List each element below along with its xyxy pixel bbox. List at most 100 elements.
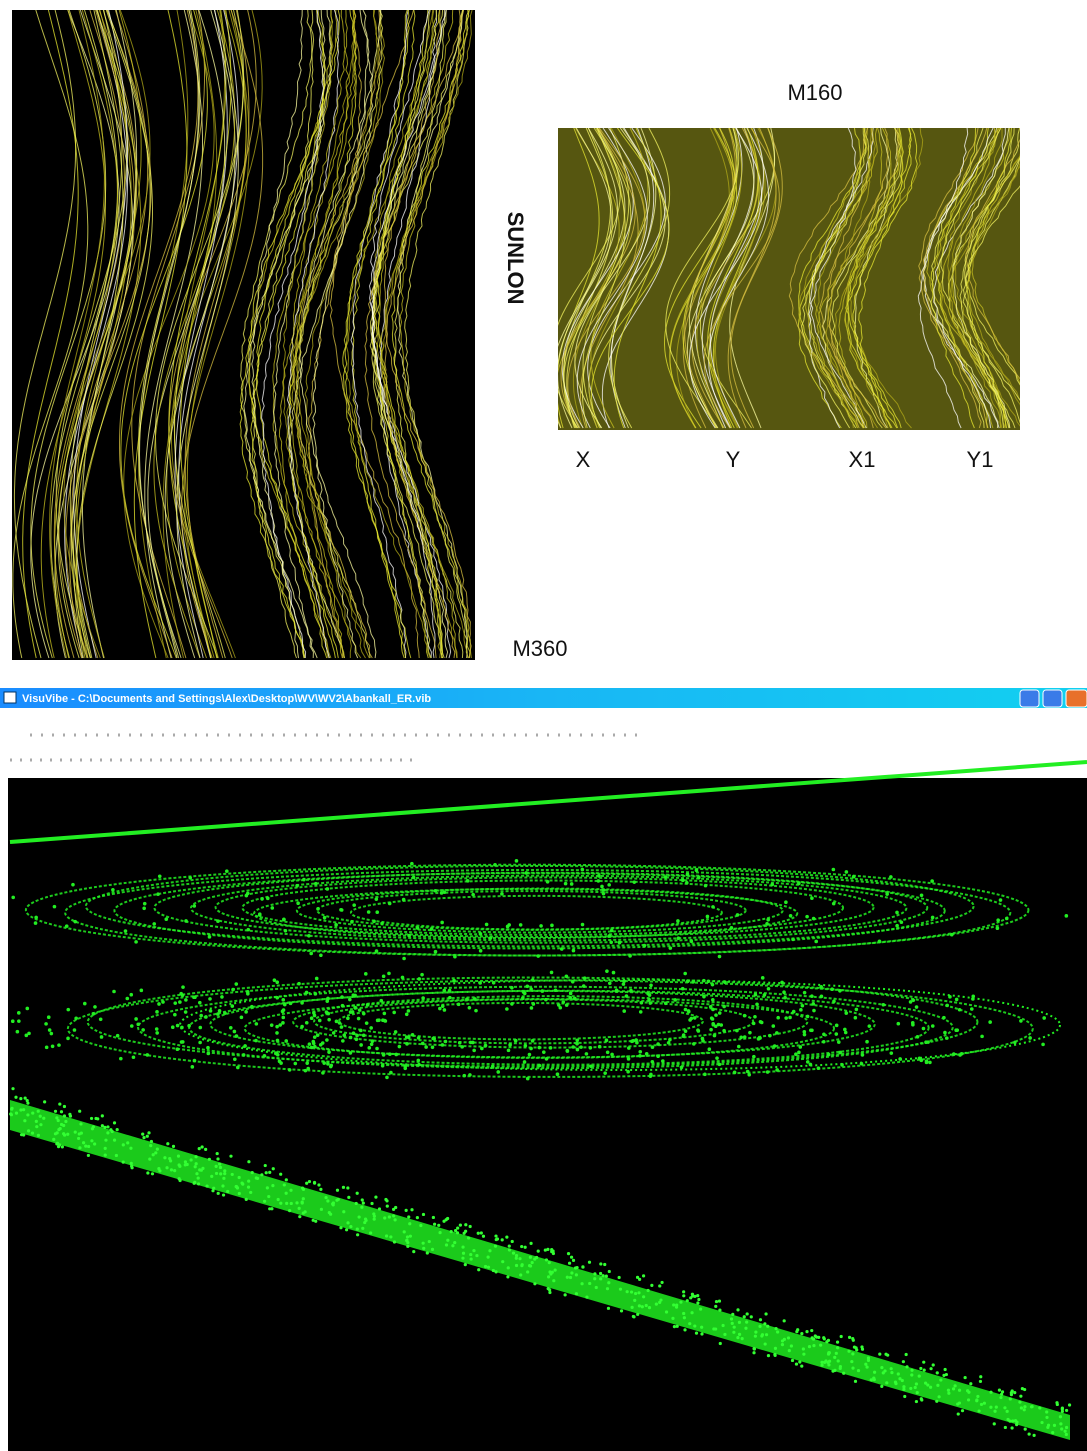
orbit-dot bbox=[639, 1010, 643, 1014]
band-dot bbox=[695, 1332, 698, 1335]
band-dot bbox=[958, 1389, 961, 1392]
band-dot bbox=[394, 1218, 397, 1221]
orbit-dot bbox=[526, 984, 530, 988]
band-dot bbox=[494, 1245, 497, 1248]
band-dot bbox=[92, 1125, 95, 1128]
orbit-dot bbox=[656, 1042, 660, 1046]
band-dot bbox=[836, 1346, 839, 1349]
orbit-dot bbox=[632, 880, 636, 884]
band-dot bbox=[1028, 1432, 1031, 1435]
band-dot bbox=[1059, 1422, 1062, 1425]
band-dot bbox=[285, 1178, 288, 1181]
orbit-dot bbox=[579, 1045, 583, 1049]
band-dot bbox=[94, 1117, 97, 1120]
orbit-dot bbox=[473, 997, 477, 1001]
band-dot bbox=[314, 1220, 317, 1223]
orbit-dot bbox=[325, 1038, 329, 1042]
band-dot bbox=[1010, 1393, 1013, 1396]
orbit-dot bbox=[460, 1045, 464, 1049]
band-dot bbox=[369, 1231, 372, 1234]
band-dot bbox=[763, 1322, 766, 1325]
orbit-dot bbox=[805, 915, 809, 919]
band-dot bbox=[488, 1249, 491, 1252]
band-dot bbox=[84, 1144, 87, 1147]
band-dot bbox=[570, 1271, 573, 1274]
band-dot bbox=[774, 1347, 777, 1350]
orbit-dot bbox=[713, 1034, 717, 1038]
orbit-dot bbox=[187, 1024, 191, 1028]
orbit-dot bbox=[34, 921, 38, 925]
orbit-dot bbox=[270, 906, 274, 910]
band-dot bbox=[302, 1188, 305, 1191]
band-dot bbox=[836, 1341, 839, 1344]
orbit-dot bbox=[597, 874, 601, 878]
band-dot bbox=[690, 1311, 693, 1314]
orbit-dot bbox=[311, 1040, 315, 1044]
band-dot bbox=[860, 1345, 863, 1348]
band-dot bbox=[766, 1325, 769, 1328]
orbit-dot bbox=[51, 1044, 55, 1048]
band-dot bbox=[765, 1333, 768, 1336]
close-button[interactable] bbox=[1066, 690, 1087, 707]
band-dot bbox=[796, 1328, 799, 1331]
band-dot bbox=[129, 1147, 132, 1150]
orbit-dot bbox=[830, 987, 834, 991]
orbit-dot bbox=[25, 1034, 29, 1038]
band-dot bbox=[825, 1340, 828, 1343]
minimize-button[interactable] bbox=[1020, 690, 1039, 707]
orbit-dot bbox=[369, 1026, 373, 1030]
band-dot bbox=[905, 1353, 908, 1356]
band-dot bbox=[1010, 1426, 1013, 1429]
band-dot bbox=[431, 1248, 434, 1251]
orbit-dot bbox=[758, 1036, 762, 1040]
band-dot bbox=[1061, 1406, 1064, 1409]
band-dot bbox=[947, 1389, 950, 1392]
orbit-dot bbox=[234, 982, 238, 986]
band-dot bbox=[939, 1378, 942, 1381]
orbit-dot bbox=[598, 1045, 602, 1049]
band-dot bbox=[302, 1212, 305, 1215]
band-dot bbox=[426, 1251, 429, 1254]
orbit-dot bbox=[349, 1036, 353, 1040]
orbit-dot bbox=[575, 1039, 579, 1043]
orbit-dot bbox=[353, 994, 357, 998]
band-dot bbox=[268, 1171, 271, 1174]
band-dot bbox=[683, 1316, 686, 1319]
orbit-dot bbox=[505, 1007, 509, 1011]
orbit-dot bbox=[810, 994, 814, 998]
orbit-dot bbox=[53, 905, 57, 909]
band-dot bbox=[979, 1375, 982, 1378]
orbit-dot bbox=[752, 1022, 756, 1026]
orbit-dot bbox=[66, 1037, 70, 1041]
maximize-button[interactable] bbox=[1043, 690, 1062, 707]
band-dot bbox=[599, 1277, 602, 1280]
band-dot bbox=[378, 1207, 381, 1210]
band-dot bbox=[226, 1190, 229, 1193]
band-dot bbox=[1059, 1415, 1062, 1418]
orbit-dot bbox=[686, 873, 690, 877]
orbit-dot bbox=[852, 875, 856, 879]
band-dot bbox=[445, 1218, 448, 1221]
orbit-dot bbox=[191, 1065, 195, 1069]
orbit-dot bbox=[434, 950, 438, 954]
orbit-dot bbox=[340, 995, 344, 999]
band-dot bbox=[113, 1139, 116, 1142]
orbit-dot bbox=[236, 1066, 240, 1070]
band-dot bbox=[936, 1371, 939, 1374]
band-dot bbox=[873, 1371, 876, 1374]
band-dot bbox=[1033, 1434, 1036, 1437]
band-dot bbox=[1068, 1403, 1071, 1406]
orbit-dot bbox=[316, 907, 320, 911]
orbit-dot bbox=[402, 898, 406, 902]
band-dot bbox=[90, 1139, 93, 1142]
orbit-dot bbox=[532, 1002, 536, 1006]
orbit-dot bbox=[612, 971, 616, 975]
orbit-dot bbox=[643, 944, 647, 948]
orbit-dot bbox=[803, 991, 807, 995]
orbit-dot bbox=[448, 989, 452, 993]
band-dot bbox=[745, 1321, 748, 1324]
orbit-dot bbox=[784, 900, 788, 904]
band-dot bbox=[791, 1359, 794, 1362]
band-dot bbox=[648, 1306, 651, 1309]
orbit-dot bbox=[171, 1025, 175, 1029]
